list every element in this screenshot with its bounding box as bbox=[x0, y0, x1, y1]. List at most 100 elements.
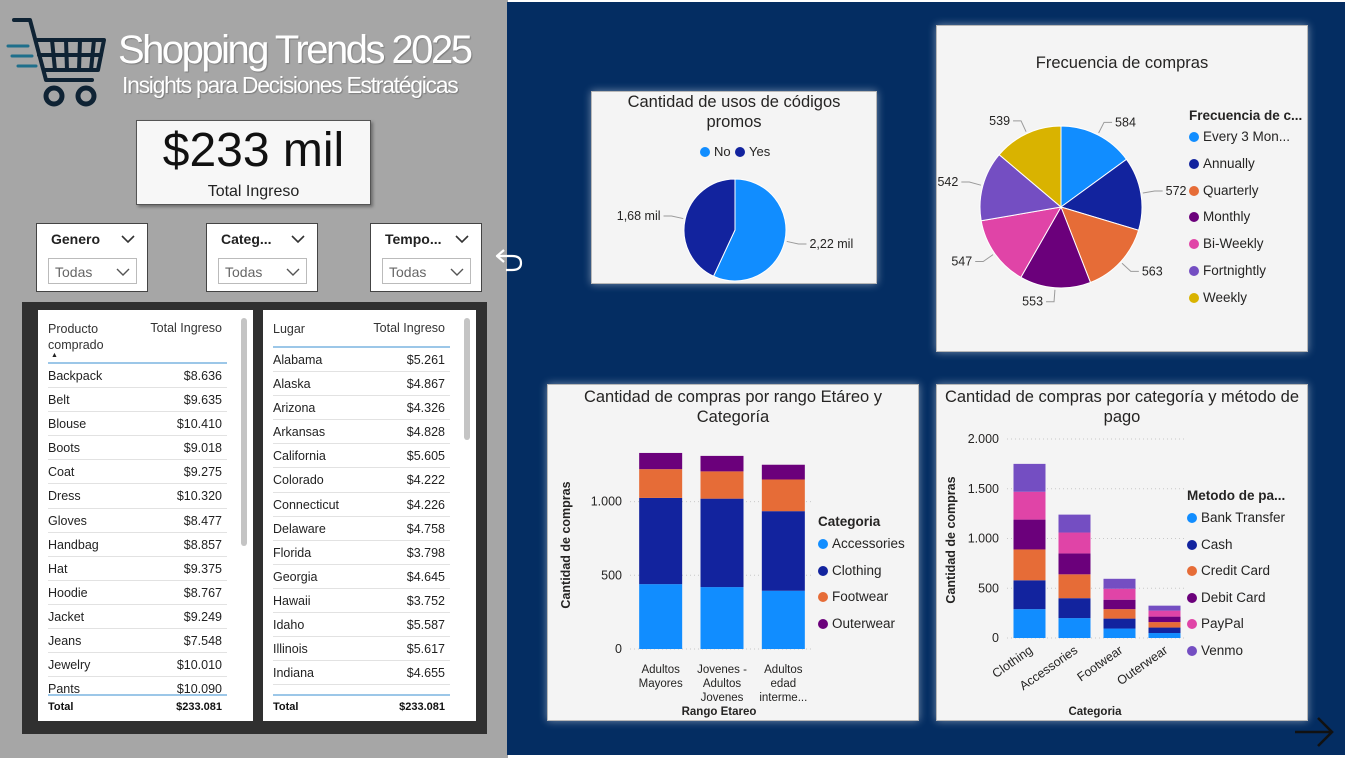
legend-item[interactable]: Bi-Weekly bbox=[1189, 236, 1264, 251]
legend-item[interactable]: Annually bbox=[1189, 156, 1255, 171]
table-row[interactable]: Arkansas $4.828 bbox=[273, 420, 450, 445]
legend-item[interactable]: No bbox=[700, 144, 731, 159]
table-row[interactable]: Hawaii $3.752 bbox=[273, 589, 450, 614]
table-row[interactable]: Indiana $4.655 bbox=[273, 661, 450, 686]
table-row[interactable]: Idaho $5.587 bbox=[273, 613, 450, 638]
legend-item[interactable]: Cash bbox=[1187, 537, 1233, 552]
table-row[interactable]: Belt $9.635 bbox=[48, 388, 227, 413]
table-cell-name: Idaho bbox=[273, 618, 305, 633]
table-scrollbar[interactable] bbox=[464, 318, 470, 440]
table-row[interactable]: Delaware $4.758 bbox=[273, 517, 450, 541]
legend-item[interactable]: Clothing bbox=[818, 563, 882, 578]
legend-item[interactable]: Debit Card bbox=[1187, 590, 1266, 605]
table-cell-revenue: $4.226 bbox=[406, 497, 445, 512]
table-row[interactable]: Jacket $9.249 bbox=[48, 605, 227, 630]
table-total-row: Total $233.081 bbox=[48, 694, 227, 714]
product-revenue-table[interactable]: Producto comprado ▲ Total Ingreso Backpa… bbox=[38, 310, 253, 721]
legend-item[interactable]: Every 3 Mon... bbox=[1189, 129, 1290, 144]
slicer-dropdown[interactable]: Todas bbox=[382, 258, 471, 284]
table-row[interactable]: Boots $9.018 bbox=[48, 436, 227, 461]
age-category-bar-card[interactable]: Cantidad de compras por rango Etáreo y C… bbox=[547, 384, 919, 721]
slicer-dropdown[interactable]: Todas bbox=[218, 258, 307, 284]
x-tick-label: edad bbox=[771, 678, 797, 690]
table-row[interactable]: Blouse $10.410 bbox=[48, 412, 227, 437]
table-cell-name: Illinois bbox=[273, 642, 308, 657]
legend-item[interactable]: Accessories bbox=[818, 536, 905, 551]
bar-segment bbox=[1013, 491, 1046, 520]
table-cell-name: Arkansas bbox=[273, 425, 326, 440]
total-revenue-card[interactable]: $233 mil Total Ingreso bbox=[136, 120, 371, 205]
table-cell-revenue: $3.798 bbox=[406, 545, 445, 560]
table-row[interactable]: Gloves $8.477 bbox=[48, 509, 227, 533]
table-row[interactable]: Connecticut $4.226 bbox=[273, 493, 450, 517]
slicer-title: Genero bbox=[51, 231, 101, 247]
legend-marker bbox=[1187, 566, 1197, 577]
chevron-down-icon[interactable] bbox=[455, 234, 469, 244]
legend-marker bbox=[818, 592, 828, 603]
table-cell-revenue: $4.645 bbox=[406, 569, 445, 584]
bar-segment bbox=[1103, 609, 1136, 619]
slicer-genero[interactable]: Genero Todas bbox=[36, 223, 148, 292]
slicer-value: Todas bbox=[55, 264, 93, 280]
legend-item[interactable]: Monthly bbox=[1189, 209, 1250, 224]
table-row[interactable]: Jeans $7.548 bbox=[48, 629, 227, 654]
table-row[interactable]: Colorado $4.222 bbox=[273, 468, 450, 493]
table-row[interactable]: Alaska $4.867 bbox=[273, 372, 450, 397]
promo-codes-pie-card[interactable]: Cantidad de usos de códigos promos No Ye… bbox=[591, 91, 877, 284]
sort-ascending-icon[interactable]: ▲ bbox=[51, 352, 58, 359]
legend-item[interactable]: Bank Transfer bbox=[1187, 510, 1285, 525]
location-revenue-table[interactable]: Lugar Total Ingreso Alabama $5.261 Alaska $… bbox=[263, 310, 476, 721]
table-row[interactable]: Illinois $5.617 bbox=[273, 637, 450, 662]
legend-marker bbox=[1187, 539, 1197, 550]
bar-segment bbox=[1103, 578, 1136, 589]
legend-item[interactable]: PayPal bbox=[1187, 616, 1244, 631]
legend-item[interactable]: Weekly bbox=[1189, 290, 1247, 305]
table-row[interactable]: Florida $3.798 bbox=[273, 541, 450, 565]
legend-label: Bi-Weekly bbox=[1203, 236, 1264, 252]
table-row[interactable]: Dress $10.320 bbox=[48, 484, 227, 509]
table-row[interactable]: Arizona $4.326 bbox=[273, 396, 450, 421]
bar-segment bbox=[1013, 519, 1046, 550]
table-row[interactable]: Pants $10.090 bbox=[48, 677, 227, 695]
table-row[interactable]: Backpack $8.636 bbox=[48, 364, 227, 389]
bar-segment bbox=[1148, 633, 1181, 638]
next-arrow-icon[interactable] bbox=[1292, 714, 1336, 750]
table-row[interactable]: Hoodie $8.767 bbox=[48, 581, 227, 605]
slicer-temporada[interactable]: Tempo... Todas bbox=[370, 223, 482, 292]
table-row[interactable]: Georgia $4.645 bbox=[273, 565, 450, 589]
legend-item[interactable]: Outerwear bbox=[818, 616, 895, 631]
column-header-location[interactable]: Lugar bbox=[273, 322, 305, 336]
age-category-bar-chart: 0 500 1.000 Adultos Mayores Jovenes - Adultos J… bbox=[559, 452, 814, 718]
chevron-down-icon bbox=[450, 268, 464, 276]
category-payment-bar-card[interactable]: Cantidad de compras por categoría y méto… bbox=[936, 384, 1308, 721]
table-row[interactable]: Hat $9.375 bbox=[48, 557, 227, 581]
table-scrollbar[interactable] bbox=[241, 318, 247, 546]
slicer-categoria[interactable]: Categ... Todas bbox=[206, 223, 318, 292]
legend-marker bbox=[818, 565, 828, 576]
purchase-frequency-pie-card[interactable]: Frecuencia de compras 584 572 563 553 547 542… bbox=[936, 25, 1308, 352]
table-row[interactable]: California $5.605 bbox=[273, 444, 450, 469]
bar-segment bbox=[1013, 463, 1046, 492]
slicer-dropdown[interactable]: Todas bbox=[48, 258, 137, 284]
legend-item[interactable]: Footwear bbox=[818, 589, 888, 604]
y-tick-label: 500 bbox=[978, 581, 999, 595]
legend-item[interactable]: Credit Card bbox=[1187, 563, 1270, 578]
legend-item[interactable]: Yes bbox=[735, 144, 770, 159]
table-row[interactable]: Alabama $5.261 bbox=[273, 348, 450, 373]
chevron-down-icon[interactable] bbox=[121, 234, 135, 244]
table-row[interactable]: Handbag $8.857 bbox=[48, 533, 227, 557]
column-header-revenue[interactable]: Total Ingreso bbox=[373, 321, 445, 335]
legend-item[interactable]: Venmo bbox=[1187, 643, 1243, 658]
table-row[interactable]: Jewelry $10.010 bbox=[48, 653, 227, 678]
table-cell-revenue: $4.222 bbox=[406, 473, 445, 488]
column-header-product[interactable]: Producto comprado bbox=[48, 322, 104, 352]
table-cell-revenue: $8.857 bbox=[183, 537, 222, 552]
legend-item[interactable]: Fortnightly bbox=[1189, 263, 1266, 278]
column-header-revenue[interactable]: Total Ingreso bbox=[150, 321, 222, 335]
table-cell-name: Blouse bbox=[48, 417, 87, 432]
table-row[interactable]: Coat $9.275 bbox=[48, 460, 227, 485]
legend-item[interactable]: Quarterly bbox=[1189, 183, 1259, 198]
back-arrow-icon[interactable] bbox=[494, 244, 526, 274]
table-cell-name: Boots bbox=[48, 441, 80, 456]
chevron-down-icon[interactable] bbox=[291, 234, 305, 244]
